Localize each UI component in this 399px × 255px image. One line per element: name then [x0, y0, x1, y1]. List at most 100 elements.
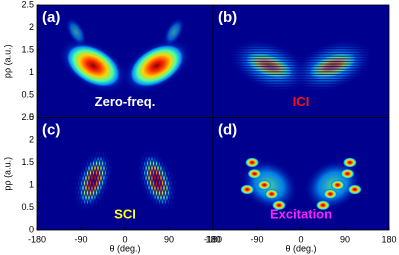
y-tick-label: 0 [29, 224, 34, 234]
fringe [95, 137, 122, 221]
y-tick-label: 0 [29, 112, 34, 122]
x-axis-title: θ (deg.) [285, 243, 316, 253]
fringe [182, 137, 209, 221]
panel-label: (d) [218, 121, 237, 138]
fringe [125, 137, 152, 221]
fringe [206, 137, 213, 159]
fringe [59, 137, 86, 221]
heatmap [240, 157, 362, 211]
fringe [41, 137, 68, 221]
fringe [119, 137, 146, 221]
y-axis-title: pρ (a.u.) [2, 44, 12, 78]
fringe [62, 137, 89, 221]
fringe [86, 137, 113, 221]
fringe [191, 137, 213, 209]
intensity-blob [240, 184, 255, 195]
fringe [37, 137, 47, 169]
intensity-blob [163, 17, 185, 47]
fringe [37, 177, 50, 221]
fringe [197, 137, 213, 189]
fringe [131, 137, 158, 221]
fringe [38, 137, 65, 221]
fringe [37, 187, 47, 221]
fringe [164, 137, 191, 221]
fringe [116, 137, 143, 221]
fringe [98, 137, 125, 221]
fringe [74, 137, 101, 221]
y-tick-label: 2 [29, 22, 34, 32]
x-tick-label: -180 [204, 234, 222, 244]
fringe [113, 137, 140, 221]
fringe [140, 137, 167, 221]
fringe [200, 177, 213, 221]
panel-annotation: Zero-freq. [95, 94, 156, 109]
fringe [128, 137, 155, 221]
y-tick-label: 1 [29, 67, 34, 77]
x-tick-label: -90 [74, 234, 87, 244]
y-tick-label: 2.5 [21, 0, 34, 9]
panel-label: (a) [42, 9, 60, 26]
fringe [89, 137, 116, 221]
x-axis-title: θ (deg.) [109, 243, 140, 253]
x-tick-label: 0 [298, 234, 303, 244]
fringe [161, 137, 188, 221]
intensity-blob [323, 189, 338, 199]
fringe [158, 137, 185, 221]
x-tick-label: 180 [381, 234, 396, 244]
intensity-blob [272, 200, 286, 211]
fringe [167, 137, 194, 221]
fringe [53, 137, 80, 221]
fringe [37, 157, 56, 221]
intensity-blob [257, 180, 272, 190]
fringe [110, 137, 137, 221]
fringe [206, 197, 213, 221]
fringe [92, 137, 119, 221]
y-tick-label: 2 [29, 134, 34, 144]
fringe [37, 137, 50, 179]
intensity-blob [340, 168, 355, 179]
fringe [37, 137, 62, 221]
y-tick-label: 1.5 [21, 157, 34, 167]
fringe [37, 197, 44, 221]
heatmap [0, 137, 213, 221]
fringe [143, 137, 170, 221]
fringe [0, 138, 1, 221]
fringe [107, 137, 134, 221]
fringe [170, 137, 197, 221]
fringe [185, 137, 212, 221]
y-tick-label: 0.5 [21, 89, 34, 99]
y-axis-title: pρ (a.u.) [2, 157, 12, 191]
fringe [200, 137, 213, 179]
fringe [56, 137, 83, 221]
x-tick-label: -90 [250, 234, 263, 244]
fringe [37, 167, 53, 221]
fringe [80, 137, 107, 221]
x-tick-label: 90 [340, 234, 350, 244]
intensity-blob [342, 157, 357, 168]
fringe [155, 137, 182, 221]
fringe [44, 137, 71, 221]
fringe [149, 137, 176, 221]
intensity-blob [65, 44, 121, 88]
fringe [47, 137, 74, 221]
fringe [65, 137, 92, 221]
fringe [134, 137, 161, 221]
intensity-blob [129, 44, 185, 88]
fringe [50, 137, 77, 221]
x-tick-label: 90 [164, 234, 174, 244]
fringe [71, 137, 98, 221]
fringe [77, 137, 104, 221]
panel-annotation: ICI [293, 94, 310, 109]
fringe [188, 137, 213, 219]
panel-annotation: Excitation [270, 206, 332, 221]
fringe [179, 137, 206, 221]
fringe [122, 137, 149, 221]
intensity-blob [264, 189, 279, 199]
intensity-blob [65, 17, 87, 47]
intensity-blob [316, 200, 330, 211]
panel-label: (b) [218, 9, 237, 26]
fringe [173, 137, 200, 221]
fringe [101, 137, 128, 221]
fringe [176, 137, 203, 221]
